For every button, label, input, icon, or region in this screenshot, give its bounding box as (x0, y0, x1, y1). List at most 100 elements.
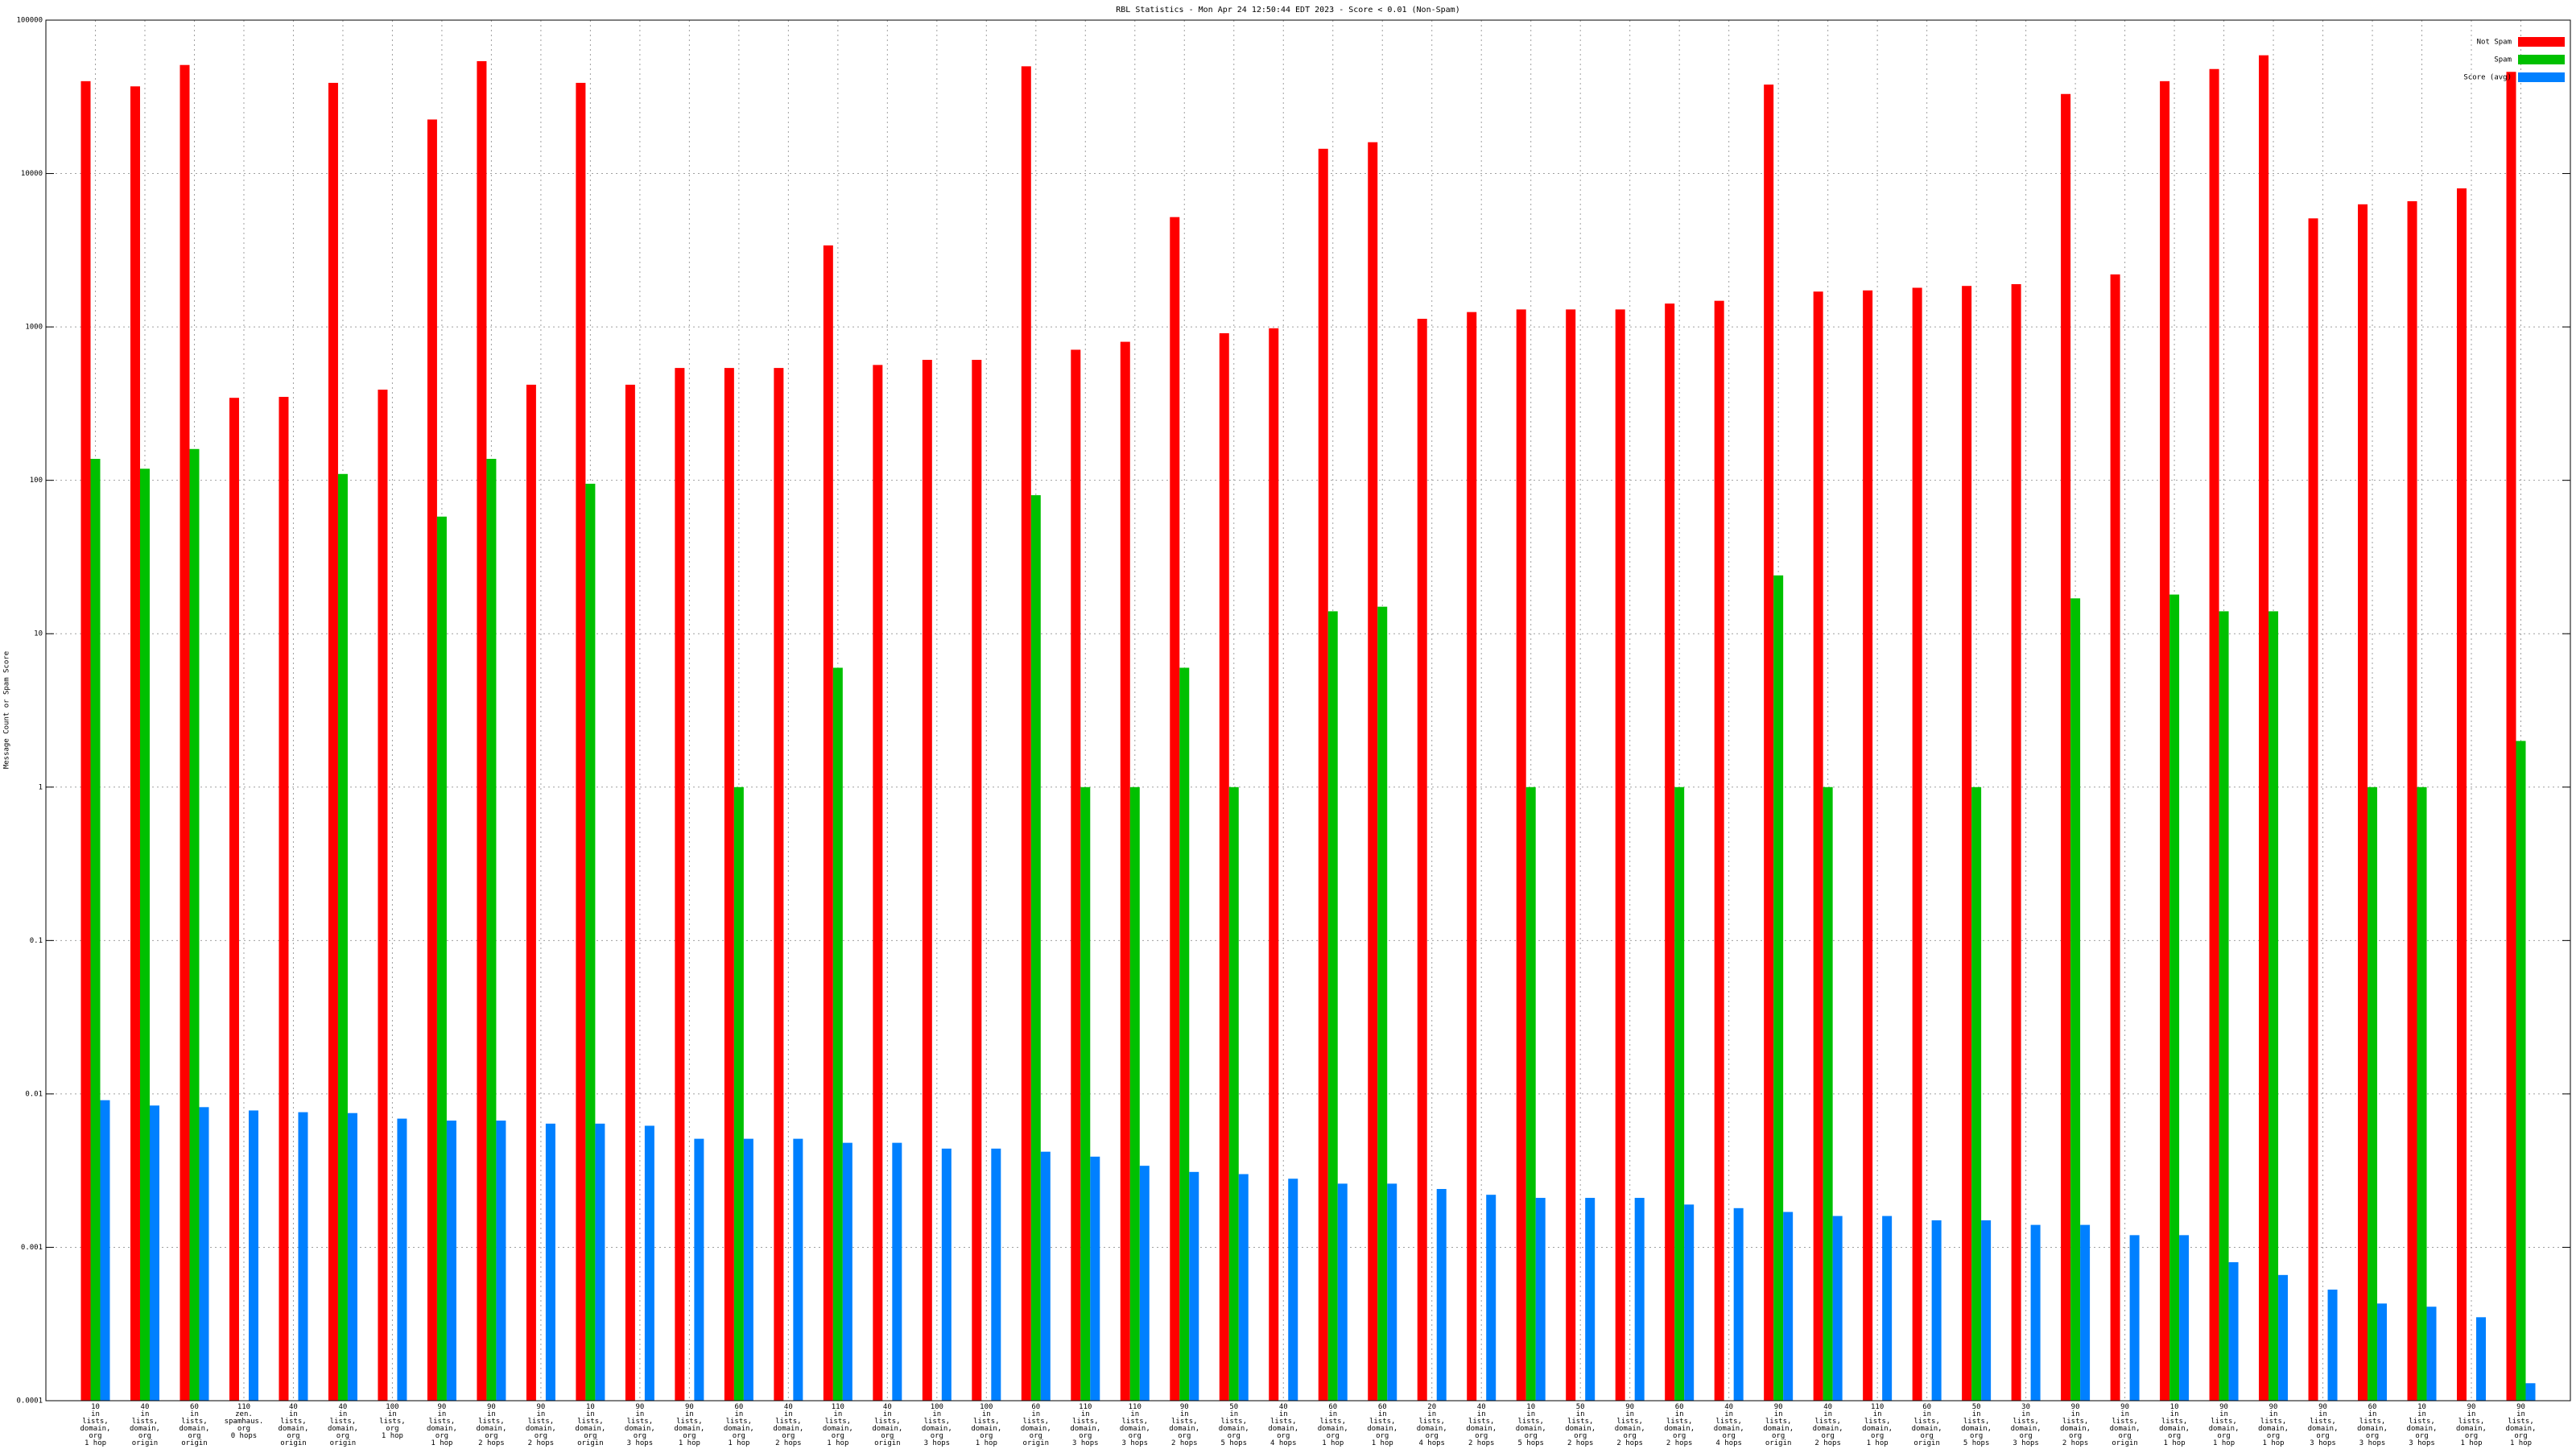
bar (2278, 1274, 2289, 1401)
bar (2011, 283, 2021, 1402)
x-tick-label: 110 in lists, domain, org 1 hop (823, 1403, 853, 1447)
bar (1377, 606, 1388, 1401)
x-tick-label: 90 in lists, domain, org 3 hops (625, 1403, 655, 1447)
bar (724, 368, 734, 1401)
x-tick-label: 90 in lists, domain, org 1 hop (674, 1403, 704, 1447)
x-tick-label: 10 in lists, domain, org 3 hops (2407, 1403, 2438, 1447)
bar (1387, 1183, 1397, 1401)
bar (625, 384, 635, 1401)
x-tick-label: 10 in lists, domain, org 1 hop (80, 1403, 111, 1447)
x-tick-label: 40 in lists, domain, org 2 hops (1466, 1403, 1496, 1447)
x-tick-label: 90 in lists, domain, org 1 hop (2209, 1403, 2240, 1447)
legend-label: Score (avg) (2463, 74, 2512, 82)
bar (337, 473, 348, 1401)
x-tick-label: 110 in lists, domain, org 3 hops (1120, 1403, 1150, 1447)
x-tick-label: 40 in lists, domain, org 4 hops (1268, 1403, 1298, 1447)
y-tick-label: 10 (34, 630, 43, 638)
y-tick-label: 100 (30, 477, 43, 485)
x-tick-label: 10 in lists, domain, org origin (575, 1403, 605, 1447)
bar (328, 82, 338, 1401)
bar (2070, 598, 2081, 1401)
bar (1021, 66, 1031, 1402)
bar (1813, 291, 1823, 1402)
bar (991, 1148, 1001, 1401)
chart-title: RBL Statistics - Mon Apr 24 12:50:44 EDT… (1116, 6, 1459, 14)
x-tick-label: 60 in lists, domain, org 2 hops (1664, 1403, 1695, 1447)
bar (1971, 786, 1982, 1401)
bar (2506, 72, 2516, 1401)
bar (2358, 204, 2368, 1401)
bar (2268, 611, 2279, 1401)
bar (1962, 286, 1972, 1401)
bar (1139, 1166, 1150, 1401)
bar (526, 384, 536, 1401)
bar (2377, 1303, 2388, 1401)
bar (1525, 786, 1536, 1401)
legend-label: Spam (2494, 56, 2512, 64)
bar (2209, 68, 2219, 1402)
bar (1566, 309, 1576, 1401)
bar (1714, 300, 1724, 1402)
bar (774, 368, 784, 1401)
bar (1219, 332, 1229, 1401)
x-tick-label: 50 in lists, domain, org 5 hops (1961, 1403, 1992, 1447)
bar (90, 459, 101, 1401)
bar (1170, 217, 1180, 1401)
bar (1764, 85, 1774, 1401)
bar (248, 1110, 258, 1401)
x-tick-label: 60 in lists, domain, org 1 hop (724, 1403, 754, 1447)
bar (2080, 1224, 2091, 1401)
bar (1615, 309, 1625, 1401)
bar (2129, 1235, 2140, 1401)
x-tick-label: 90 in lists, domain, org 2 hops (526, 1403, 556, 1447)
bar (378, 390, 388, 1401)
bar (892, 1142, 902, 1401)
x-tick-label: 40 in lists, domain, org 4 hops (1714, 1403, 1744, 1447)
x-tick-label: 60 in lists, domain, org 1 hop (1318, 1403, 1348, 1447)
bar (1030, 495, 1041, 1401)
legend-swatch (2518, 72, 2565, 82)
bar (1467, 312, 1477, 1401)
bar (941, 1148, 952, 1401)
bar (1783, 1212, 1794, 1401)
bar (2417, 786, 2427, 1401)
bar (130, 86, 140, 1401)
bar (1269, 328, 1279, 1402)
bar (1931, 1220, 1942, 1401)
bar (842, 1142, 852, 1401)
bar (1318, 148, 1328, 1401)
bar (189, 448, 200, 1401)
y-tick-label: 0.0001 (16, 1397, 43, 1406)
bar (2061, 93, 2071, 1401)
x-tick-label: 50 in lists, domain, org 5 hops (1219, 1403, 1249, 1447)
bar (2228, 1261, 2239, 1401)
bar (1288, 1179, 1298, 1401)
bar (149, 1105, 159, 1401)
bar (80, 80, 91, 1401)
x-tick-label: 40 in lists, domain, org origin (130, 1403, 160, 1447)
bar (2110, 274, 2120, 1401)
bar (1832, 1216, 1843, 1401)
bar (733, 786, 744, 1401)
y-tick-label: 0.1 (30, 937, 43, 945)
bar (1040, 1151, 1051, 1401)
x-tick-label: 90 in lists, domain, org 2 hops (1615, 1403, 1645, 1447)
x-tick-label: 40 in lists, domain, org 2 hops (773, 1403, 803, 1447)
legend-swatch (2518, 55, 2565, 64)
bar (446, 1121, 456, 1401)
bar (1516, 309, 1526, 1401)
bar (1882, 1216, 1893, 1401)
x-tick-label: 110 zen. spamhaus. org 0 hops (225, 1403, 264, 1440)
x-tick-label: 90 in lists, domain, org 1 hop (2258, 1403, 2289, 1447)
x-tick-label: 90 in lists, domain, org 2 hops (1169, 1403, 1199, 1447)
bar (1665, 303, 1675, 1401)
bar (873, 365, 883, 1402)
bar (922, 360, 932, 1401)
y-tick-label: 0.01 (25, 1090, 43, 1098)
bar (397, 1118, 407, 1401)
bar (1129, 786, 1140, 1401)
bar (2476, 1317, 2487, 1401)
bar (576, 82, 586, 1401)
x-tick-label: 20 in lists, domain, org 4 hops (1417, 1403, 1447, 1447)
